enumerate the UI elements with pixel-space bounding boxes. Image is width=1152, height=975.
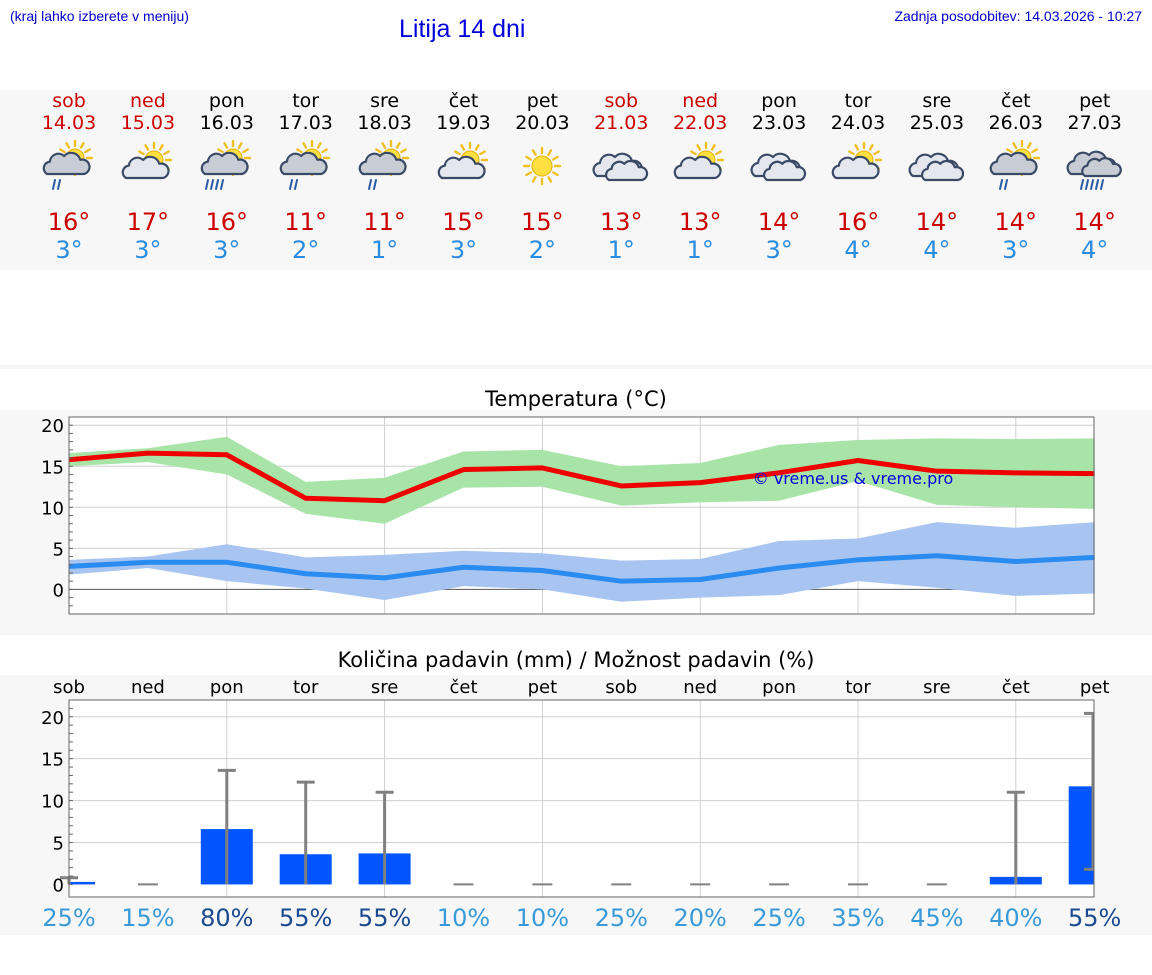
day-date: 27.03 bbox=[1067, 112, 1122, 134]
sun-cloud-icon bbox=[831, 141, 883, 180]
day-date: 23.03 bbox=[751, 112, 807, 134]
day-name: pet bbox=[526, 90, 558, 112]
sun-cloud-rain-icon bbox=[989, 140, 1040, 190]
day-name: čet bbox=[448, 90, 479, 112]
sun-cloud-heavy-rain-icon bbox=[200, 140, 251, 190]
max-temperature: 14° bbox=[915, 208, 959, 236]
max-temperature: 16° bbox=[836, 208, 880, 236]
precipitation-band bbox=[0, 675, 1152, 935]
max-temperature: 15° bbox=[521, 208, 564, 236]
min-temperature: 4° bbox=[1081, 236, 1109, 264]
day-name: pon bbox=[208, 90, 245, 112]
day-date: 18.03 bbox=[357, 112, 412, 134]
temperature-chart-title: Temperatura (°C) bbox=[485, 387, 667, 411]
temperature-band bbox=[0, 410, 1152, 635]
sun-cloud-icon bbox=[673, 141, 725, 180]
max-temperature: 13° bbox=[600, 208, 643, 236]
day-name: tor bbox=[292, 90, 320, 112]
max-temperature: 17° bbox=[126, 208, 170, 236]
max-temperature: 11° bbox=[284, 208, 327, 236]
day-date: 25.03 bbox=[909, 112, 965, 134]
day-name: čet bbox=[1001, 90, 1031, 112]
day-column: pet 20.03 15° 2° bbox=[502, 90, 582, 264]
min-temperature: 3° bbox=[213, 236, 241, 264]
max-temperature: 14° bbox=[1073, 208, 1116, 236]
day-date: 14.03 bbox=[41, 112, 97, 134]
day-column: sob 21.03 13° 1° bbox=[581, 90, 661, 264]
sun-icon bbox=[523, 146, 562, 186]
max-temperature: 16° bbox=[47, 208, 91, 236]
day-column: čet 19.03 15° 3° bbox=[424, 90, 504, 264]
min-temperature: 3° bbox=[55, 236, 83, 264]
sun-cloud-icon bbox=[437, 141, 488, 180]
min-temperature: 1° bbox=[370, 236, 399, 264]
day-column: pon 16.03 16° 3° bbox=[187, 90, 267, 264]
day-date: 21.03 bbox=[594, 112, 649, 134]
day-name: ned bbox=[682, 90, 719, 112]
day-column: pet 27.03 14° 4° bbox=[1055, 90, 1135, 264]
day-date: 20.03 bbox=[515, 112, 570, 134]
day-name: ned bbox=[129, 90, 166, 112]
day-column: pon 23.03 14° 3° bbox=[739, 90, 819, 264]
cloud-icon bbox=[750, 152, 807, 182]
max-temperature: 14° bbox=[757, 208, 801, 236]
day-date: 16.03 bbox=[199, 112, 254, 134]
day-column: tor 17.03 11° 2° bbox=[266, 90, 346, 264]
sun-cloud-rain-icon bbox=[279, 140, 330, 190]
day-name: sre bbox=[922, 90, 952, 112]
day-date: 15.03 bbox=[120, 112, 176, 134]
min-temperature: 3° bbox=[449, 236, 478, 264]
day-name: sre bbox=[370, 90, 400, 112]
last-update: Zadnja posodobitev: 14.03.2026 - 10:27 bbox=[894, 8, 1142, 24]
min-temperature: 3° bbox=[1002, 236, 1030, 264]
page-title: Litija 14 dni bbox=[399, 15, 526, 43]
min-temperature: 4° bbox=[844, 236, 872, 264]
day-date: 22.03 bbox=[672, 112, 728, 134]
day-name: pet bbox=[1079, 90, 1111, 112]
day-column: ned 22.03 13° 1° bbox=[660, 90, 740, 264]
day-column: tor 24.03 16° 4° bbox=[818, 90, 898, 264]
min-temperature: 3° bbox=[134, 236, 162, 264]
cloud-heavy-rain-icon bbox=[1066, 150, 1122, 190]
sun-cloud-rain-icon bbox=[358, 140, 409, 190]
min-temperature: 1° bbox=[686, 236, 714, 264]
max-temperature: 16° bbox=[205, 208, 249, 236]
day-name: tor bbox=[844, 90, 872, 112]
sun-cloud-rain-icon bbox=[42, 140, 94, 190]
day-name: sob bbox=[604, 90, 639, 112]
min-temperature: 4° bbox=[923, 236, 951, 264]
day-date: 26.03 bbox=[988, 112, 1043, 134]
max-temperature: 13° bbox=[678, 208, 722, 236]
min-temperature: 2° bbox=[528, 236, 557, 264]
day-date: 19.03 bbox=[436, 112, 491, 134]
min-temperature: 1° bbox=[607, 236, 635, 264]
precipitation-chart-title: Količina padavin (mm) / Možnost padavin … bbox=[337, 648, 815, 672]
day-column: sre 18.03 11° 1° bbox=[345, 90, 425, 264]
max-temperature: 14° bbox=[994, 208, 1038, 236]
cloud-icon bbox=[908, 152, 965, 182]
day-name: pon bbox=[761, 90, 797, 112]
day-column: sre 25.03 14° 4° bbox=[897, 90, 977, 264]
region-note: (kraj lahko izberete v meniju) bbox=[10, 8, 189, 24]
cloud-icon bbox=[592, 152, 649, 182]
day-column: čet 26.03 14° 3° bbox=[976, 90, 1056, 264]
day-column: sob 14.03 16° 3° bbox=[29, 90, 109, 264]
separator-band bbox=[0, 365, 1152, 369]
day-date: 24.03 bbox=[830, 112, 886, 134]
sun-cloud-icon bbox=[121, 141, 173, 180]
min-temperature: 2° bbox=[292, 236, 320, 264]
max-temperature: 15° bbox=[442, 208, 485, 236]
day-date: 17.03 bbox=[278, 112, 333, 134]
day-column: ned 15.03 17° 3° bbox=[108, 90, 188, 264]
max-temperature: 11° bbox=[363, 208, 406, 236]
min-temperature: 3° bbox=[765, 236, 793, 264]
day-name: sob bbox=[52, 90, 86, 112]
